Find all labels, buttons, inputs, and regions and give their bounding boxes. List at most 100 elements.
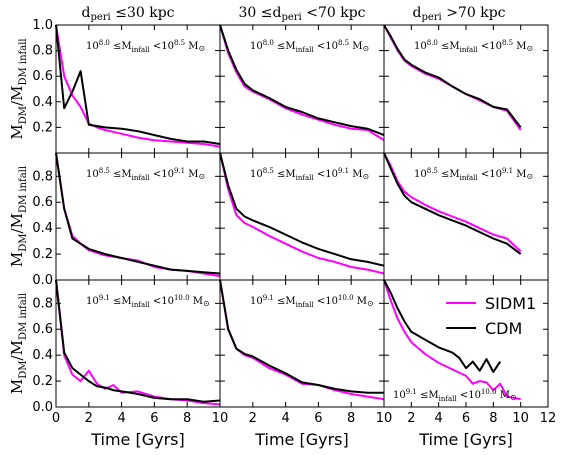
mass-label-text: M (185, 169, 198, 180)
panel-r1-c1: 0.2 0.4 0.6 0.8 1.0 108.0 ≤Minfall <108.5 M⊙ (32, 18, 221, 154)
series-cdm-line (383, 279, 502, 373)
y-axis-label-row-3: MDM/MDM infall (8, 293, 29, 394)
y-label-subscript: DM infall (18, 38, 29, 85)
mass-range-label: 109.1 ≤Minfall <1010.0 M⊙ (250, 294, 374, 309)
mass-label-exponent: 10.0 (481, 388, 497, 396)
mass-label-sun-symbol: ⊙ (203, 299, 210, 308)
mass-label-exponent: 8.5 (427, 167, 438, 175)
y-label-subscript: DM infall (18, 166, 29, 213)
mass-label-sun-symbol: ⊙ (527, 44, 534, 53)
mass-label-exponent: 8.5 (338, 39, 349, 47)
mass-label-text: ≤M (110, 41, 132, 52)
mass-label-exponent: 10.0 (174, 294, 190, 302)
y-label-text: M (8, 252, 26, 267)
x-tick-label: 6 (462, 411, 470, 426)
mass-label-exponent: 9.1 (99, 294, 110, 302)
mass-label-text: M (185, 41, 198, 52)
y-tick-label: 0.4 (32, 221, 53, 236)
mass-label-text: <10 (150, 41, 174, 52)
y-tick-label: 0.8 (32, 44, 53, 59)
x-tick-label: 12 (540, 411, 557, 426)
column-title-2: 30 ≤dperi <70 kpc (238, 5, 365, 23)
mass-label-exponent: 8.0 (99, 39, 110, 47)
mass-label-text: ≤M (110, 296, 132, 307)
mass-range-label: 108.0 ≤Minfall <108.5 M⊙ (414, 39, 533, 54)
mass-label-text: M (513, 41, 526, 52)
mass-label-sun-symbol: ⊙ (527, 172, 534, 181)
panel-r1-c2: 108.0 ≤Minfall <108.5 M⊙ (219, 24, 385, 154)
y-axis-label-row-2: MDM/MDM infall (8, 166, 29, 267)
column-title-subscript: peri (281, 12, 301, 23)
mass-label-text: ≤M (438, 169, 460, 180)
x-tick-label: 2 (85, 411, 93, 426)
series-sidm1-line (219, 24, 385, 142)
series-cdm-line (55, 279, 221, 403)
series-cdm-line (219, 152, 385, 267)
mass-label-sun-symbol: ⊙ (367, 299, 374, 308)
x-axis-label-col-3: Time [Gyrs] (418, 430, 513, 449)
column-titles: dperi ≤30 kpc 30 ≤dperi <70 kpc dperi >70 … (81, 5, 505, 23)
mass-label-text: ≤M (438, 41, 460, 52)
mass-label-text: <10 (314, 41, 338, 52)
mass-label-text: <10 (478, 41, 502, 52)
mass-label-exponent: 9.1 (406, 388, 417, 396)
x-tick-label: 10 (376, 411, 393, 426)
x-axis-label-col-2: Time [Gyrs] (254, 430, 349, 449)
column-title-1: dperi ≤30 kpc (81, 5, 174, 23)
mass-label-exponent: 9.1 (502, 167, 513, 175)
legend-label-cdm: CDM (485, 319, 522, 338)
series-sidm1-line (55, 24, 221, 148)
series-cdm-line (383, 24, 522, 129)
mass-label-text: <10 (314, 169, 338, 180)
y-tick-label: 0.2 (32, 120, 53, 135)
series-cdm-line (55, 152, 221, 275)
series-cdm-line (55, 24, 221, 145)
mass-label-text: ≤M (274, 169, 296, 180)
y-label-subscript: DM (18, 360, 29, 378)
mass-label-text: M (354, 296, 367, 307)
mass-label-sun-symbol: ⊙ (363, 44, 370, 53)
mass-label-text: <10 (150, 296, 174, 307)
x-axis-label-col-1: Time [Gyrs] (90, 430, 185, 449)
y-tick-label: 0.2 (32, 247, 53, 262)
legend-label-sidm1: SIDM1 (485, 294, 536, 313)
mass-label-sun-symbol: ⊙ (199, 44, 206, 53)
column-title-text: <70 kpc (302, 5, 366, 21)
x-tick-label: 2 (407, 411, 415, 426)
mass-label-text: <10 (150, 169, 174, 180)
x-tick-label: 0 (52, 411, 60, 426)
mass-label-subscript: infall (296, 46, 315, 54)
mass-label-subscript: infall (132, 301, 151, 309)
mass-label-text: 10 (393, 390, 406, 401)
mass-label-subscript: infall (439, 395, 458, 403)
mass-label-text: M (497, 390, 510, 401)
mass-range-label: 109.1 ≤Minfall <1010.0 M⊙ (86, 294, 210, 309)
mass-range-label: 108.5 ≤Minfall <109.1 M⊙ (414, 167, 533, 182)
mass-label-text: ≤M (274, 41, 296, 52)
mass-label-text: ≤M (274, 296, 296, 307)
column-title-3: dperi >70 kpc (412, 5, 505, 23)
mass-range-label: 109.1 ≤Minfall <1010.0 M⊙ (393, 388, 517, 403)
x-tick-label: 4 (435, 411, 443, 426)
y-label-text: M (8, 379, 26, 394)
mass-label-text: 10 (250, 169, 263, 180)
y-label-text: /M (8, 340, 26, 360)
mass-label-text: 10 (86, 169, 99, 180)
column-title-text: d (81, 5, 90, 21)
mass-label-text: ≤M (417, 390, 439, 401)
mass-label-text: <10 (478, 169, 502, 180)
y-label-text: M (8, 124, 26, 139)
mass-label-exponent: 8.0 (427, 39, 438, 47)
x-tick-label: 6 (150, 411, 158, 426)
mass-label-subscript: infall (132, 174, 151, 182)
mass-range-label: 108.0 ≤Minfall <108.5 M⊙ (86, 39, 205, 54)
series-sidm1-line (383, 152, 522, 253)
column-title-text: d (412, 5, 421, 21)
mass-label-sun-symbol: ⊙ (199, 172, 206, 181)
mass-label-text: 10 (414, 41, 427, 52)
y-tick-label: 0.8 (32, 296, 53, 311)
mass-label-subscript: infall (296, 301, 315, 309)
